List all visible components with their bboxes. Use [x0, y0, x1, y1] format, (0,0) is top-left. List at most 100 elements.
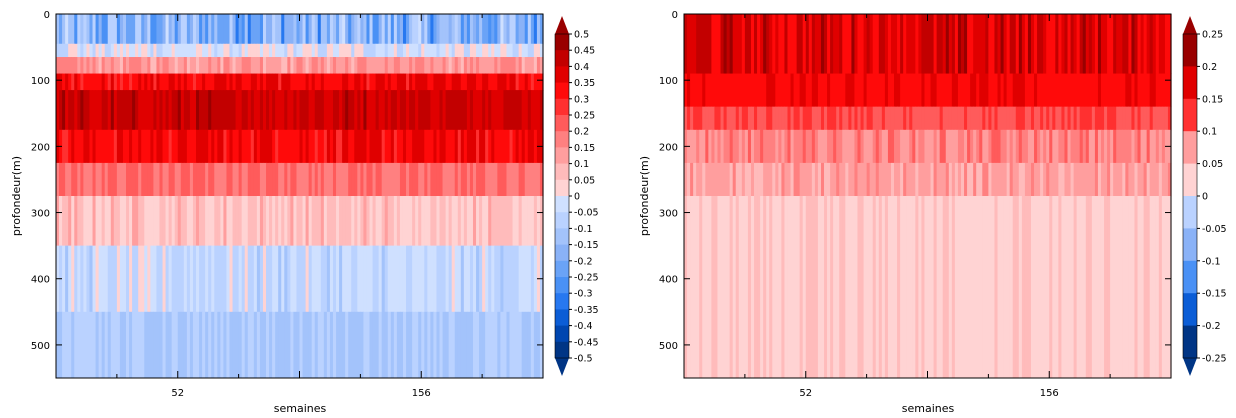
y-tick-label: 200 [659, 142, 678, 153]
heatmap-cell [1015, 129, 1020, 164]
heatmap-cell [726, 162, 731, 197]
heatmap-cell [266, 73, 270, 91]
heatmap-cell [122, 129, 127, 164]
heatmap-cell [317, 245, 322, 313]
heatmap-cell [436, 196, 441, 247]
heatmap-cell [104, 196, 109, 247]
heatmap-cell [448, 43, 453, 58]
heatmap-cell [396, 311, 401, 379]
heatmap-cell [384, 57, 389, 75]
heatmap-cell [336, 311, 340, 379]
heatmap-cell [479, 162, 483, 197]
heatmap-cell [488, 14, 492, 45]
heatmap-cell [1143, 196, 1148, 379]
heatmap-cell [351, 73, 355, 91]
heatmap-cell [1040, 196, 1044, 379]
heatmap-cell [281, 43, 285, 58]
heatmap-cell [500, 196, 505, 247]
heatmap-cell [116, 129, 121, 164]
heatmap-cell [1027, 196, 1032, 379]
heatmap-cell [235, 90, 240, 131]
heatmap-cell [177, 196, 182, 247]
heatmap-cell [1161, 196, 1166, 379]
heatmap-cell [1152, 129, 1157, 164]
heatmap-cell [59, 196, 63, 247]
heatmap-cell [1037, 14, 1041, 75]
y-tick-label: 0 [44, 10, 50, 21]
heatmap-cell [732, 106, 737, 131]
heatmap-cell [162, 57, 167, 75]
heatmap-cell [119, 14, 124, 45]
heatmap-cell [369, 196, 374, 247]
heatmap-cell [1131, 106, 1136, 131]
heatmap-cell [424, 90, 428, 131]
heatmap-cell [244, 245, 249, 313]
heatmap-cell [162, 129, 167, 164]
heatmap-cell [399, 73, 404, 91]
heatmap-cell [402, 90, 407, 131]
heatmap-cell [150, 90, 154, 131]
heatmap-cell [107, 57, 112, 75]
heatmap-cell [354, 73, 358, 91]
heatmap-cell [390, 129, 395, 164]
heatmap-cell [942, 162, 947, 197]
heatmap-cell [781, 162, 786, 197]
heatmap-cell [827, 129, 831, 164]
heatmap-cell [1006, 196, 1011, 379]
heatmap-cell [418, 43, 422, 58]
heatmap-cell [897, 14, 901, 75]
heatmap-cell [427, 245, 431, 313]
heatmap-cell [399, 14, 404, 45]
heatmap-cell [302, 73, 307, 91]
heatmap-cell [396, 196, 401, 247]
heatmap-cell [59, 90, 63, 131]
heatmap-cell [485, 196, 489, 247]
heatmap-cell [720, 14, 725, 75]
heatmap-cell [208, 14, 212, 45]
heatmap-cell [351, 90, 355, 131]
heatmap-cell [912, 162, 916, 197]
heatmap-cell [1107, 106, 1111, 131]
heatmap-cell [326, 57, 331, 75]
heatmap-cell [973, 196, 977, 379]
heatmap-cell [92, 73, 97, 91]
heatmap-cell [500, 245, 505, 313]
heatmap-cell [1137, 196, 1142, 379]
heatmap-cell [436, 162, 441, 197]
heatmap-cell [732, 196, 737, 379]
heatmap-cell [278, 73, 282, 91]
heatmap-cell [363, 57, 368, 75]
heatmap-cell [930, 196, 935, 379]
heatmap-cell [348, 245, 352, 313]
heatmap-cell [393, 129, 398, 164]
heatmap-cell [348, 73, 352, 91]
heatmap-cell [171, 90, 176, 131]
heatmap-cell [442, 43, 447, 58]
heatmap-cell [848, 196, 852, 379]
heatmap-cell [287, 73, 291, 91]
heatmap-cell [869, 129, 874, 164]
heatmap-cell [278, 196, 282, 247]
heatmap-cell [1064, 129, 1069, 164]
heatmap-cell [684, 162, 688, 197]
heatmap-cell [74, 73, 78, 91]
heatmap-cell [290, 129, 295, 164]
heatmap-cell [381, 129, 386, 164]
heatmap-cell [890, 196, 895, 379]
heatmap-cell [113, 90, 118, 131]
heatmap-cell [402, 129, 407, 164]
heatmap-cell [415, 129, 419, 164]
heatmap-cell [509, 14, 514, 45]
heatmap-cell [278, 14, 282, 45]
heatmap-cell [1061, 196, 1066, 379]
heatmap-cell [979, 196, 983, 379]
heatmap-cell [1018, 14, 1023, 75]
heatmap-cell [466, 73, 471, 91]
heatmap-cell [256, 162, 261, 197]
heatmap-cell [95, 162, 100, 197]
heatmap-cell [433, 162, 438, 197]
heatmap-cell [424, 73, 428, 91]
heatmap-cell [116, 57, 121, 75]
heatmap-cell [378, 311, 383, 379]
heatmap-cell [799, 106, 804, 131]
